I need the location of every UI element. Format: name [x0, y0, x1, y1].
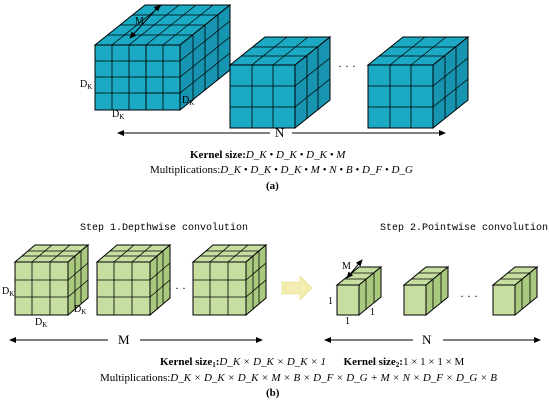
panel-a-diagram [93, 3, 470, 136]
arrow-M-a [129, 4, 161, 39]
blue-kernel-block-2 [228, 35, 332, 130]
step-transition-arrow [281, 275, 313, 301]
blue-kernel-block-1 [93, 3, 232, 112]
kernel-size1-colon: : [215, 356, 220, 368]
arrow-M-b [346, 259, 363, 279]
kernel-size2-sub: 2 [395, 361, 400, 369]
dk-sub: K [81, 308, 87, 316]
dk-sub: K [87, 83, 93, 91]
caption-b: (b) [266, 387, 280, 399]
label-DK-bottom-b: DK [35, 318, 47, 329]
step2-title: Step 2.Pointwise convolution [380, 223, 549, 234]
label-DK-left-b: DK [2, 287, 14, 298]
kernel-size-formula-a: D_K • D_K • D_K • M [245, 149, 346, 161]
label-DK-side-a: DK [182, 96, 194, 107]
kernel-size2-colon: : [399, 356, 403, 368]
green-depthwise-cube-3 [191, 243, 268, 317]
multiplications-formula-b: D_K × D_K × D_K × M × B × D_F × D_G + M … [170, 372, 497, 384]
label-DK-left-a: DK [80, 80, 92, 91]
green-depthwise-cube-1 [13, 243, 90, 317]
multiplications-line-a: Multiplications:D_K • D_K • D_K • M • N … [150, 165, 413, 176]
dk-sub: K [189, 99, 195, 107]
label-M-a: M [135, 16, 144, 27]
kernel-size-line-b: Kernel size1:D_K × D_K × D_K × 1 Kernel … [160, 357, 464, 369]
label-M-b: M [118, 332, 130, 347]
kernel-size2-label: Kernel size [343, 356, 396, 368]
ellipsis-a: · · · [338, 59, 356, 73]
label-N-b: N [422, 332, 432, 347]
pointwise-bar-1 [335, 265, 383, 317]
kernel-size1-label: Kernel size [160, 356, 213, 368]
label-one-left: 1 [328, 296, 333, 307]
label-one-side: 1 [370, 307, 375, 318]
label-DK-bottom-a: DK [112, 110, 124, 121]
dk-sub: K [42, 321, 48, 329]
kernel-size1-formula: D_K × D_K × D_K × 1 [219, 356, 327, 368]
dk-sub: K [119, 113, 125, 121]
dk-text: D [112, 109, 120, 120]
multiplications-label-b: Multiplications: [100, 372, 171, 384]
caption-a: (a) [266, 180, 279, 192]
blue-kernel-block-3 [366, 35, 470, 130]
ellipsis-b-right: · · · [460, 289, 478, 303]
ellipsis-b-left: · · · [168, 281, 186, 295]
label-DK-side-b: DK [74, 305, 86, 316]
multiplications-formula-a: D_K • D_K • D_K • M • N • B • D_F • D_G [220, 164, 413, 176]
dk-text: D [80, 79, 88, 90]
kernel-size-line-a: Kernel size:D_K • D_K • D_K • M [190, 150, 345, 161]
green-depthwise-cube-2 [95, 243, 172, 317]
multiplications-label-a: Multiplications: [150, 164, 221, 176]
dk-text: D [182, 95, 190, 106]
pointwise-bar-3 [491, 265, 539, 317]
kernel-size-label-a: Kernel size: [190, 149, 246, 161]
dk-text: D [35, 317, 43, 328]
dk-sub: K [9, 290, 15, 298]
label-one-bottom: 1 [345, 316, 350, 327]
pointwise-bar-2 [402, 265, 450, 317]
kernel-size2-formula: 1 × 1 × 1 × M [402, 356, 465, 368]
label-N-a: N [275, 125, 285, 140]
label-M-b-diag: M [342, 261, 351, 272]
panel-b-diagram [9, 243, 541, 343]
kernel-size1-sub: 1 [212, 361, 216, 369]
step1-title: Step 1.Depthwise convolution [80, 223, 249, 234]
dk-text: D [2, 286, 10, 297]
dk-text: D [74, 304, 82, 315]
multiplications-line-b: Multiplications:D_K × D_K × D_K × M × B … [100, 373, 497, 384]
